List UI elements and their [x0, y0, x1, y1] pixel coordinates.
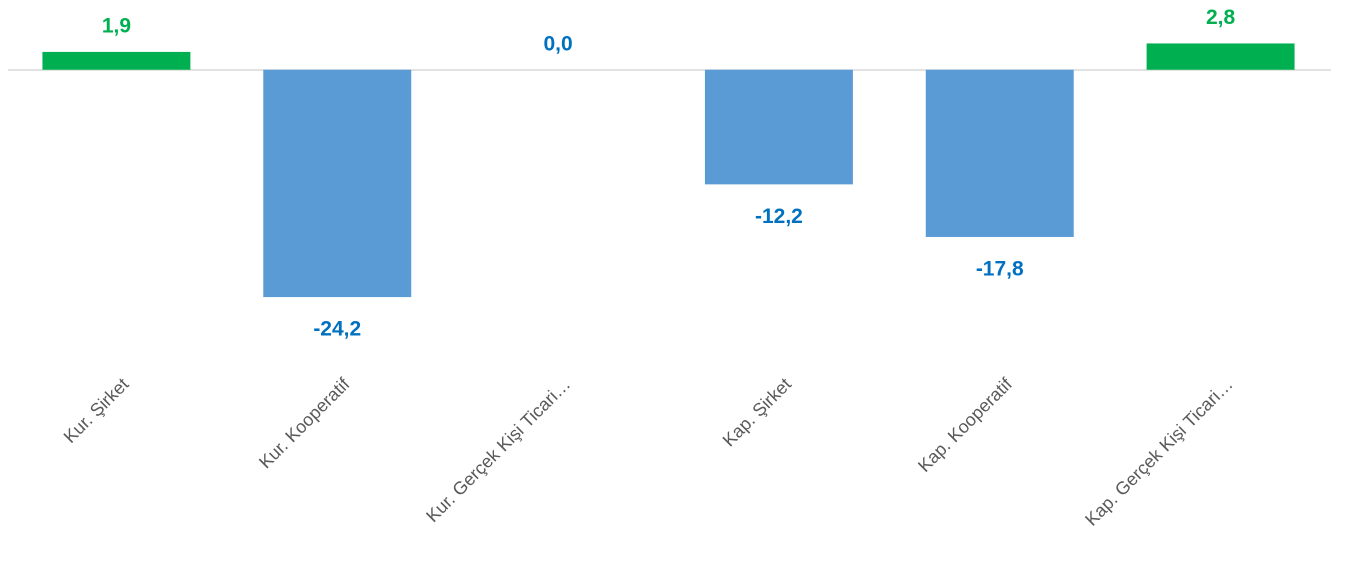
x-tick-label: Kap. Gerçek Kişi Ticari… — [1081, 374, 1237, 530]
value-label: 1,9 — [102, 14, 131, 37]
x-tick-label: Kap. Kooperatif — [914, 373, 1017, 476]
value-label: -12,2 — [755, 205, 803, 228]
x-tick-label: Kur. Kooperatif — [255, 373, 354, 472]
bar — [263, 69, 412, 298]
bar — [925, 69, 1074, 237]
bar — [1146, 43, 1295, 70]
x-tick-label: Kap. Şirket — [719, 374, 795, 450]
value-label: 0,0 — [543, 32, 572, 55]
value-label: -24,2 — [313, 318, 361, 341]
bar — [704, 69, 853, 185]
x-tick-label: Kur. Gerçek Kişi Ticari… — [422, 374, 574, 526]
x-tick-label: Kur. Şirket — [60, 374, 133, 447]
value-label: -17,8 — [976, 258, 1024, 281]
value-label: 2,8 — [1206, 6, 1236, 29]
bar — [42, 51, 191, 70]
